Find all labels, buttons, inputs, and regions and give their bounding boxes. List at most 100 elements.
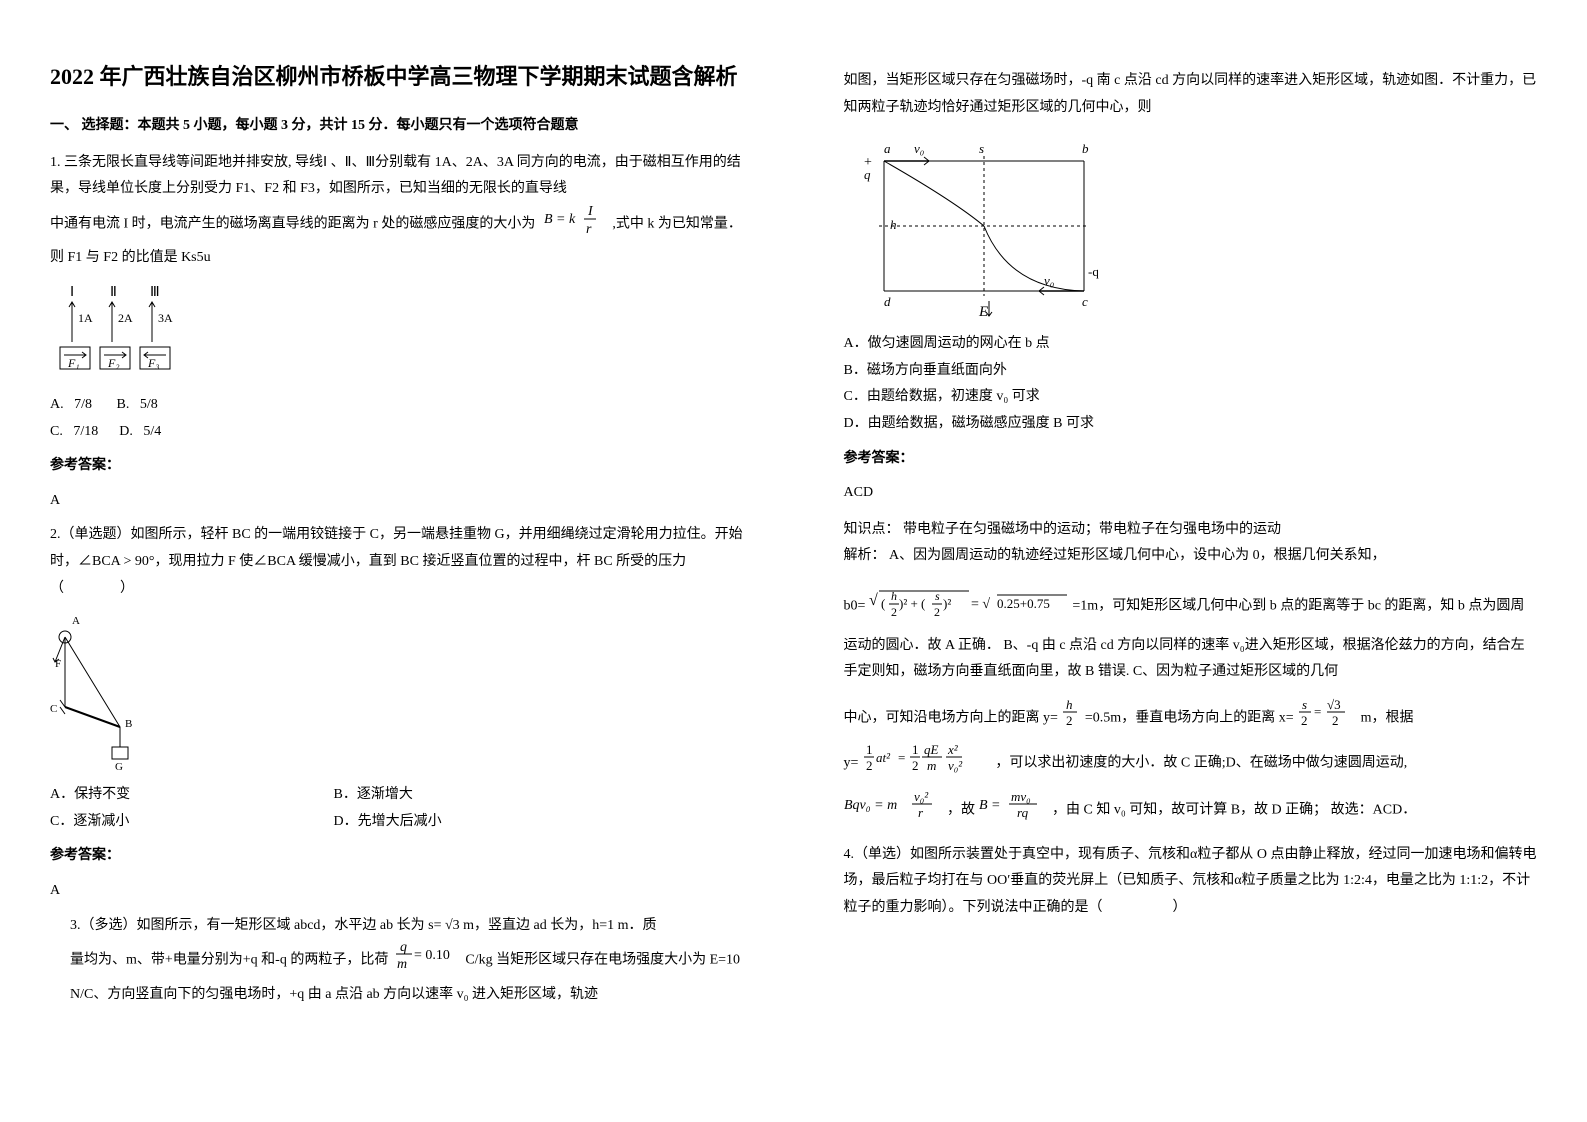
svg-text:2: 2 [912,758,919,773]
problem-3: 3.（多选）如图所示，有一矩形区域 abcd，水平边 ab 长为 s= √3 m… [70,913,744,1009]
a3-suffix: m，根据 [1361,710,1414,725]
p3-optA: A．做匀速圆周运动的网心在 b 点 [844,331,1538,358]
formula-line-3: y= 1 2 at² = 1 2 qE m x² v₀² ，可以求出初速度的大小… [844,740,1538,787]
svg-text:2: 2 [866,758,873,773]
svg-text:)² + (: )² + ( [899,596,925,611]
label-I: Ⅰ [70,285,74,300]
p1-valB: 5/8 [140,397,158,412]
svg-text:Bqv₀ = m: Bqv₀ = m [844,798,897,813]
p3-formula: q m = 0.10 [392,939,462,982]
b0-prefix: b0= [844,598,866,613]
svg-text:2: 2 [1066,713,1073,728]
svg-text:)²: )² [943,596,951,611]
p2-optC: C．逐渐减小 [50,809,270,836]
svg-text:F₃: F₃ [147,356,160,370]
p2-optB: B．逐渐增大 [334,787,413,802]
svg-text:v₀²: v₀² [914,789,929,804]
p1-valA: 7/8 [74,397,92,412]
svg-text:2: 2 [891,605,897,619]
document-title: 2022 年广西壮族自治区柳州市桥板中学高三物理下学期期末试题含解析 [50,60,744,93]
svg-text:2: 2 [934,605,940,619]
svg-text:B: B [125,718,132,730]
p1-answer: A [50,488,744,515]
p1-text2: 中通有电流 I 时，电流产生的磁场离直导线的距离为 r 处的磁感应强度的大小为 [50,216,535,231]
p3-answer: ACD [844,480,1538,507]
svg-text:1: 1 [912,742,919,757]
p1-text1: 1. 三条无限长直导线等间距地并排安放, 导线Ⅰ 、Ⅱ、Ⅲ分别载有 1A、2A、… [50,155,741,197]
svg-text:3A: 3A [158,311,173,325]
svg-text:=: = [898,750,905,765]
knowledge-text: 带电粒子在匀强磁场中的运动；带电粒子在匀强电场中的运动 [903,522,1281,537]
p2-optD: D．先增大后减小 [334,814,442,829]
p1-optD: D. [119,424,133,439]
p2-diagram: A F C B G [50,612,170,772]
svg-text:0.25+0.75: 0.25+0.75 [997,596,1050,611]
p1-options: A. 7/8 B. 5/8 C. 7/18 D. 5/4 [50,392,744,445]
p3-optB: B．磁场方向垂直纸面向外 [844,358,1538,385]
analysis-4: ，可以求出初速度的大小．故 C 正确;D、在磁场中做匀速圆周运动, [995,756,1407,771]
p1-optC: C. [50,424,63,439]
svg-text:at²: at² [876,750,891,765]
answer-label-3: 参考答案： [844,446,1538,473]
analysis: 解析： A、因为圆周运动的轨迹经过矩形区域几何中心，设中心为 0，根据几何关系知… [844,543,1538,570]
problem-4: 4.（单选）如图所示装置处于真空中，现有质子、氘核和α粒子都从 O 点由静止释放… [844,842,1538,922]
svg-text:s: s [979,141,984,156]
svg-text:2: 2 [1301,713,1308,728]
p1-optA: A. [50,397,64,412]
svg-text:a: a [884,141,891,156]
y-prefix: y= [844,756,859,771]
svg-text:h: h [891,589,897,603]
formula3-svg: s 2 = √3 2 [1297,696,1357,741]
p2-options: A．保持不变 B．逐渐增大 C．逐渐减小 D．先增大后减小 [50,782,744,835]
svg-text:x²: x² [947,742,959,757]
svg-text:= √: = √ [971,597,990,612]
p2-optA: A．保持不变 [50,782,270,809]
svg-text:m: m [397,957,407,971]
analysis-1: A、因为圆周运动的轨迹经过矩形区域几何中心，设中心为 0，根据几何关系知， [889,548,1386,563]
svg-text:2: 2 [1332,713,1339,728]
formula5a-svg: Bqv₀ = m v₀² r [844,787,944,834]
svg-text:r: r [586,222,592,235]
svg-text:q: q [864,167,871,182]
svg-text:v₀: v₀ [914,141,924,156]
formula-svg: B = k I r [544,203,604,235]
formula5b-svg: B = mv₀ rq [979,787,1049,834]
svg-text:s: s [1302,697,1307,712]
svg-text:c: c [1082,294,1088,309]
svg-text:A: A [72,615,80,627]
svg-text:(: ( [881,596,885,611]
svg-text:2A: 2A [118,311,133,325]
svg-text:s: s [935,589,940,603]
p1-valD: 5/4 [143,424,161,439]
formula2-svg: h 2 [1061,697,1081,740]
p1-diagram: Ⅰ Ⅱ Ⅲ 1A 2A 3A F₁ F₂ F₃ [50,282,210,382]
p3-optD: D．由题给数据，磁场磁感应强度 B 可求 [844,411,1538,438]
svg-text:B = k: B = k [544,212,576,227]
a3-mid: =0.5m，垂直电场方向上的距离 x= [1085,710,1294,725]
svg-text:√: √ [869,592,878,609]
svg-text:rq: rq [1017,805,1029,820]
svg-text:√3: √3 [1327,697,1341,712]
svg-text:F₂: F₂ [107,356,120,370]
formula4-svg: 1 2 at² = 1 2 qE m x² v₀² [862,740,992,787]
svg-text:mv₀: mv₀ [1011,789,1031,804]
svg-text:q: q [400,940,407,955]
svg-text:-q: -q [1088,264,1099,279]
a3-prefix: 中心，可知沿电场方向上的距离 y= [844,710,1058,725]
svg-text:1: 1 [866,742,873,757]
answer-label-1: 参考答案： [50,453,744,480]
svg-text:= 0.10: = 0.10 [414,948,450,963]
formula1-svg: √ ( h 2 )² + ( s 2 )² = √ 0.25+0.75 [869,580,1069,633]
svg-text:qE: qE [924,742,939,757]
svg-text:=: = [1314,704,1321,719]
svg-text:h: h [890,217,897,232]
label-III: Ⅲ [150,285,160,300]
svg-text:G: G [115,761,123,772]
p2-answer: A [50,878,744,905]
analysis-label: 解析： [844,548,886,563]
svg-text:r: r [918,805,924,820]
svg-text:d: d [884,294,891,309]
analysis-5: ，由 C 知 v₀ 可知，故可计算 B，故 D 正确； 故选：ACD． [1052,802,1416,817]
problem-2: 2.（单选题）如图所示，轻杆 BC 的一端用铰链接于 C，另一端悬挂重物 G，并… [50,522,744,602]
answer-label-2: 参考答案： [50,843,744,870]
